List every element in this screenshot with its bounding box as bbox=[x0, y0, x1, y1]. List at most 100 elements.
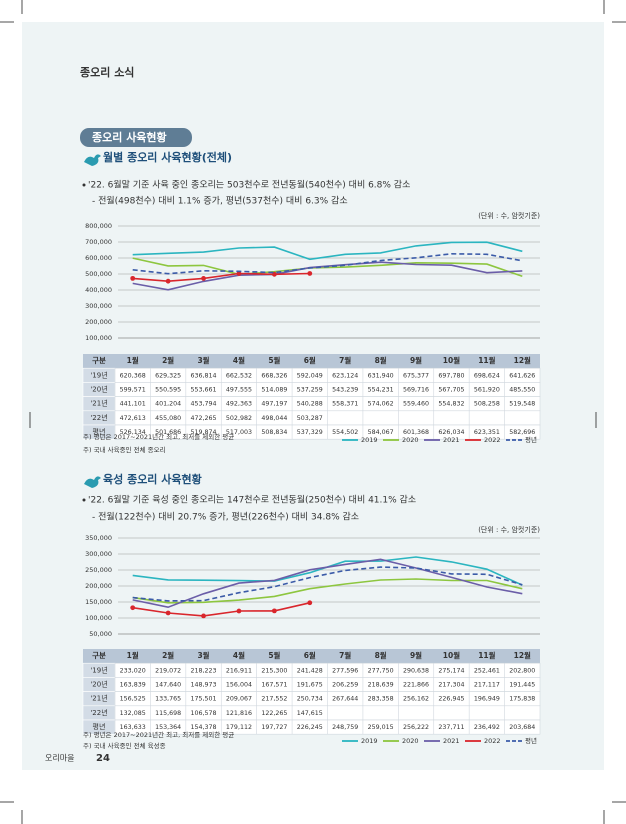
cell: 236,492 bbox=[474, 724, 500, 731]
row-label: '22년 bbox=[90, 708, 107, 717]
legend-label: 2022 bbox=[484, 737, 501, 745]
cell: 163,839 bbox=[120, 682, 146, 689]
cell: 218,223 bbox=[191, 667, 217, 674]
row-label: '21년 bbox=[90, 694, 107, 703]
row-label: 평년 bbox=[93, 722, 106, 731]
cell: 175,501 bbox=[191, 696, 217, 703]
note: 주) 평년은 2017~2021년간 최고, 최저를 제외한 평균 bbox=[83, 730, 234, 739]
y-tick-label: 100,000 bbox=[85, 614, 112, 622]
cell: 569,716 bbox=[403, 387, 429, 394]
cell: 202,800 bbox=[509, 667, 535, 674]
table-header-bg bbox=[83, 649, 540, 664]
cell: 153,364 bbox=[155, 724, 181, 731]
series-line bbox=[132, 558, 523, 609]
month-header: 7월 bbox=[339, 650, 351, 660]
note: 주) 평년은 2017~2021년간 최고, 최저를 제외한 평균 bbox=[83, 432, 234, 441]
cell: 550,595 bbox=[155, 387, 181, 394]
cell: 217,117 bbox=[474, 682, 500, 689]
cell: 623,124 bbox=[332, 372, 358, 379]
row-label: '20년 bbox=[90, 680, 107, 689]
point bbox=[307, 271, 313, 276]
point bbox=[130, 275, 136, 281]
cell: 537,329 bbox=[297, 429, 323, 436]
cell: 537,259 bbox=[297, 387, 323, 394]
y-tick-label: 400,000 bbox=[85, 286, 112, 294]
cell: 620,368 bbox=[120, 372, 146, 379]
cell: 132,085 bbox=[120, 710, 146, 717]
cell: 662,532 bbox=[226, 372, 252, 379]
legend-label: 2022 bbox=[484, 436, 501, 444]
cell: 472,613 bbox=[120, 415, 146, 422]
cell: 559,460 bbox=[403, 401, 429, 408]
cell: 217,552 bbox=[261, 696, 287, 703]
cell: 492,363 bbox=[226, 401, 252, 408]
cell: 267,644 bbox=[332, 696, 358, 703]
cell: 517,003 bbox=[226, 429, 252, 436]
month-header: 12월 bbox=[514, 355, 531, 365]
cell: 167,571 bbox=[261, 682, 287, 689]
section-title: 종오리 사육현황 bbox=[92, 130, 167, 144]
cell: 697,780 bbox=[438, 372, 464, 379]
legend-label: 평년 bbox=[525, 435, 537, 444]
cell: 698,624 bbox=[474, 372, 500, 379]
cell: 215,300 bbox=[261, 667, 287, 674]
cell: 197,727 bbox=[261, 724, 287, 731]
bullet: '22. 6월말 기준 사육 중인 종오리는 503천수로 전년동월(540천수… bbox=[88, 179, 410, 191]
note: 주) 국내 사육중인 전체 종오리 bbox=[83, 445, 166, 454]
month-header: 7월 bbox=[339, 355, 351, 365]
y-tick-label: 600,000 bbox=[85, 254, 112, 262]
section-pill bbox=[80, 128, 192, 147]
unit: (단위 : 수, 암컷기준) bbox=[478, 211, 540, 220]
bullet-dot bbox=[82, 183, 86, 187]
cell: 216,911 bbox=[226, 667, 252, 674]
cell: 567,705 bbox=[438, 387, 464, 394]
cell: 275,174 bbox=[438, 667, 464, 674]
cell: 241,428 bbox=[297, 667, 323, 674]
cell: 191,675 bbox=[297, 682, 323, 689]
cell: 561,920 bbox=[474, 387, 500, 394]
row-label: 평년 bbox=[93, 427, 106, 436]
cell: 519,548 bbox=[509, 401, 535, 408]
cell: 623,351 bbox=[474, 429, 500, 436]
cell: 508,258 bbox=[474, 401, 500, 408]
cell: 179,112 bbox=[226, 724, 252, 731]
cell: 502,982 bbox=[226, 415, 252, 422]
cell: 592,049 bbox=[297, 372, 323, 379]
month-header: 6월 bbox=[304, 355, 316, 365]
month-header: 1월 bbox=[127, 355, 139, 365]
cell: 277,596 bbox=[332, 667, 358, 674]
cell: 175,838 bbox=[509, 696, 535, 703]
series-line bbox=[132, 578, 523, 604]
cell: 553,661 bbox=[191, 387, 217, 394]
month-header: 8월 bbox=[375, 650, 387, 660]
cell: 154,378 bbox=[191, 724, 217, 731]
row-label: '19년 bbox=[90, 665, 107, 674]
series-line bbox=[132, 566, 523, 602]
cell: 156,004 bbox=[226, 682, 252, 689]
y-tick-label: 150,000 bbox=[85, 598, 112, 606]
footer-name: 오리마을 bbox=[45, 754, 74, 763]
month-header: 2월 bbox=[162, 650, 174, 660]
cell: 191,445 bbox=[509, 682, 535, 689]
cell: 554,832 bbox=[438, 401, 464, 408]
cell: 219,072 bbox=[155, 667, 181, 674]
row-label: '19년 bbox=[90, 370, 107, 379]
bullet-dot bbox=[82, 498, 86, 502]
cell: 599,571 bbox=[120, 387, 146, 394]
cell: 226,245 bbox=[297, 724, 323, 731]
cell: 601,368 bbox=[403, 429, 429, 436]
series-line bbox=[132, 241, 523, 261]
cell: 237,711 bbox=[438, 724, 464, 731]
cell: 441,101 bbox=[120, 401, 146, 408]
cell: 290,638 bbox=[403, 667, 429, 674]
cell: 558,371 bbox=[332, 401, 358, 408]
bullet: - 전월(122천수) 대비 20.7% 증가, 평년(226천수) 대비 34… bbox=[92, 511, 359, 523]
cell: 636,814 bbox=[191, 372, 217, 379]
month-header: 10월 bbox=[443, 355, 460, 365]
legend-label: 2019 bbox=[361, 436, 378, 444]
cell: 503,287 bbox=[297, 415, 323, 422]
cell: 217,304 bbox=[438, 682, 464, 689]
cell: 147,640 bbox=[155, 682, 181, 689]
footer-page: 24 bbox=[96, 753, 110, 764]
